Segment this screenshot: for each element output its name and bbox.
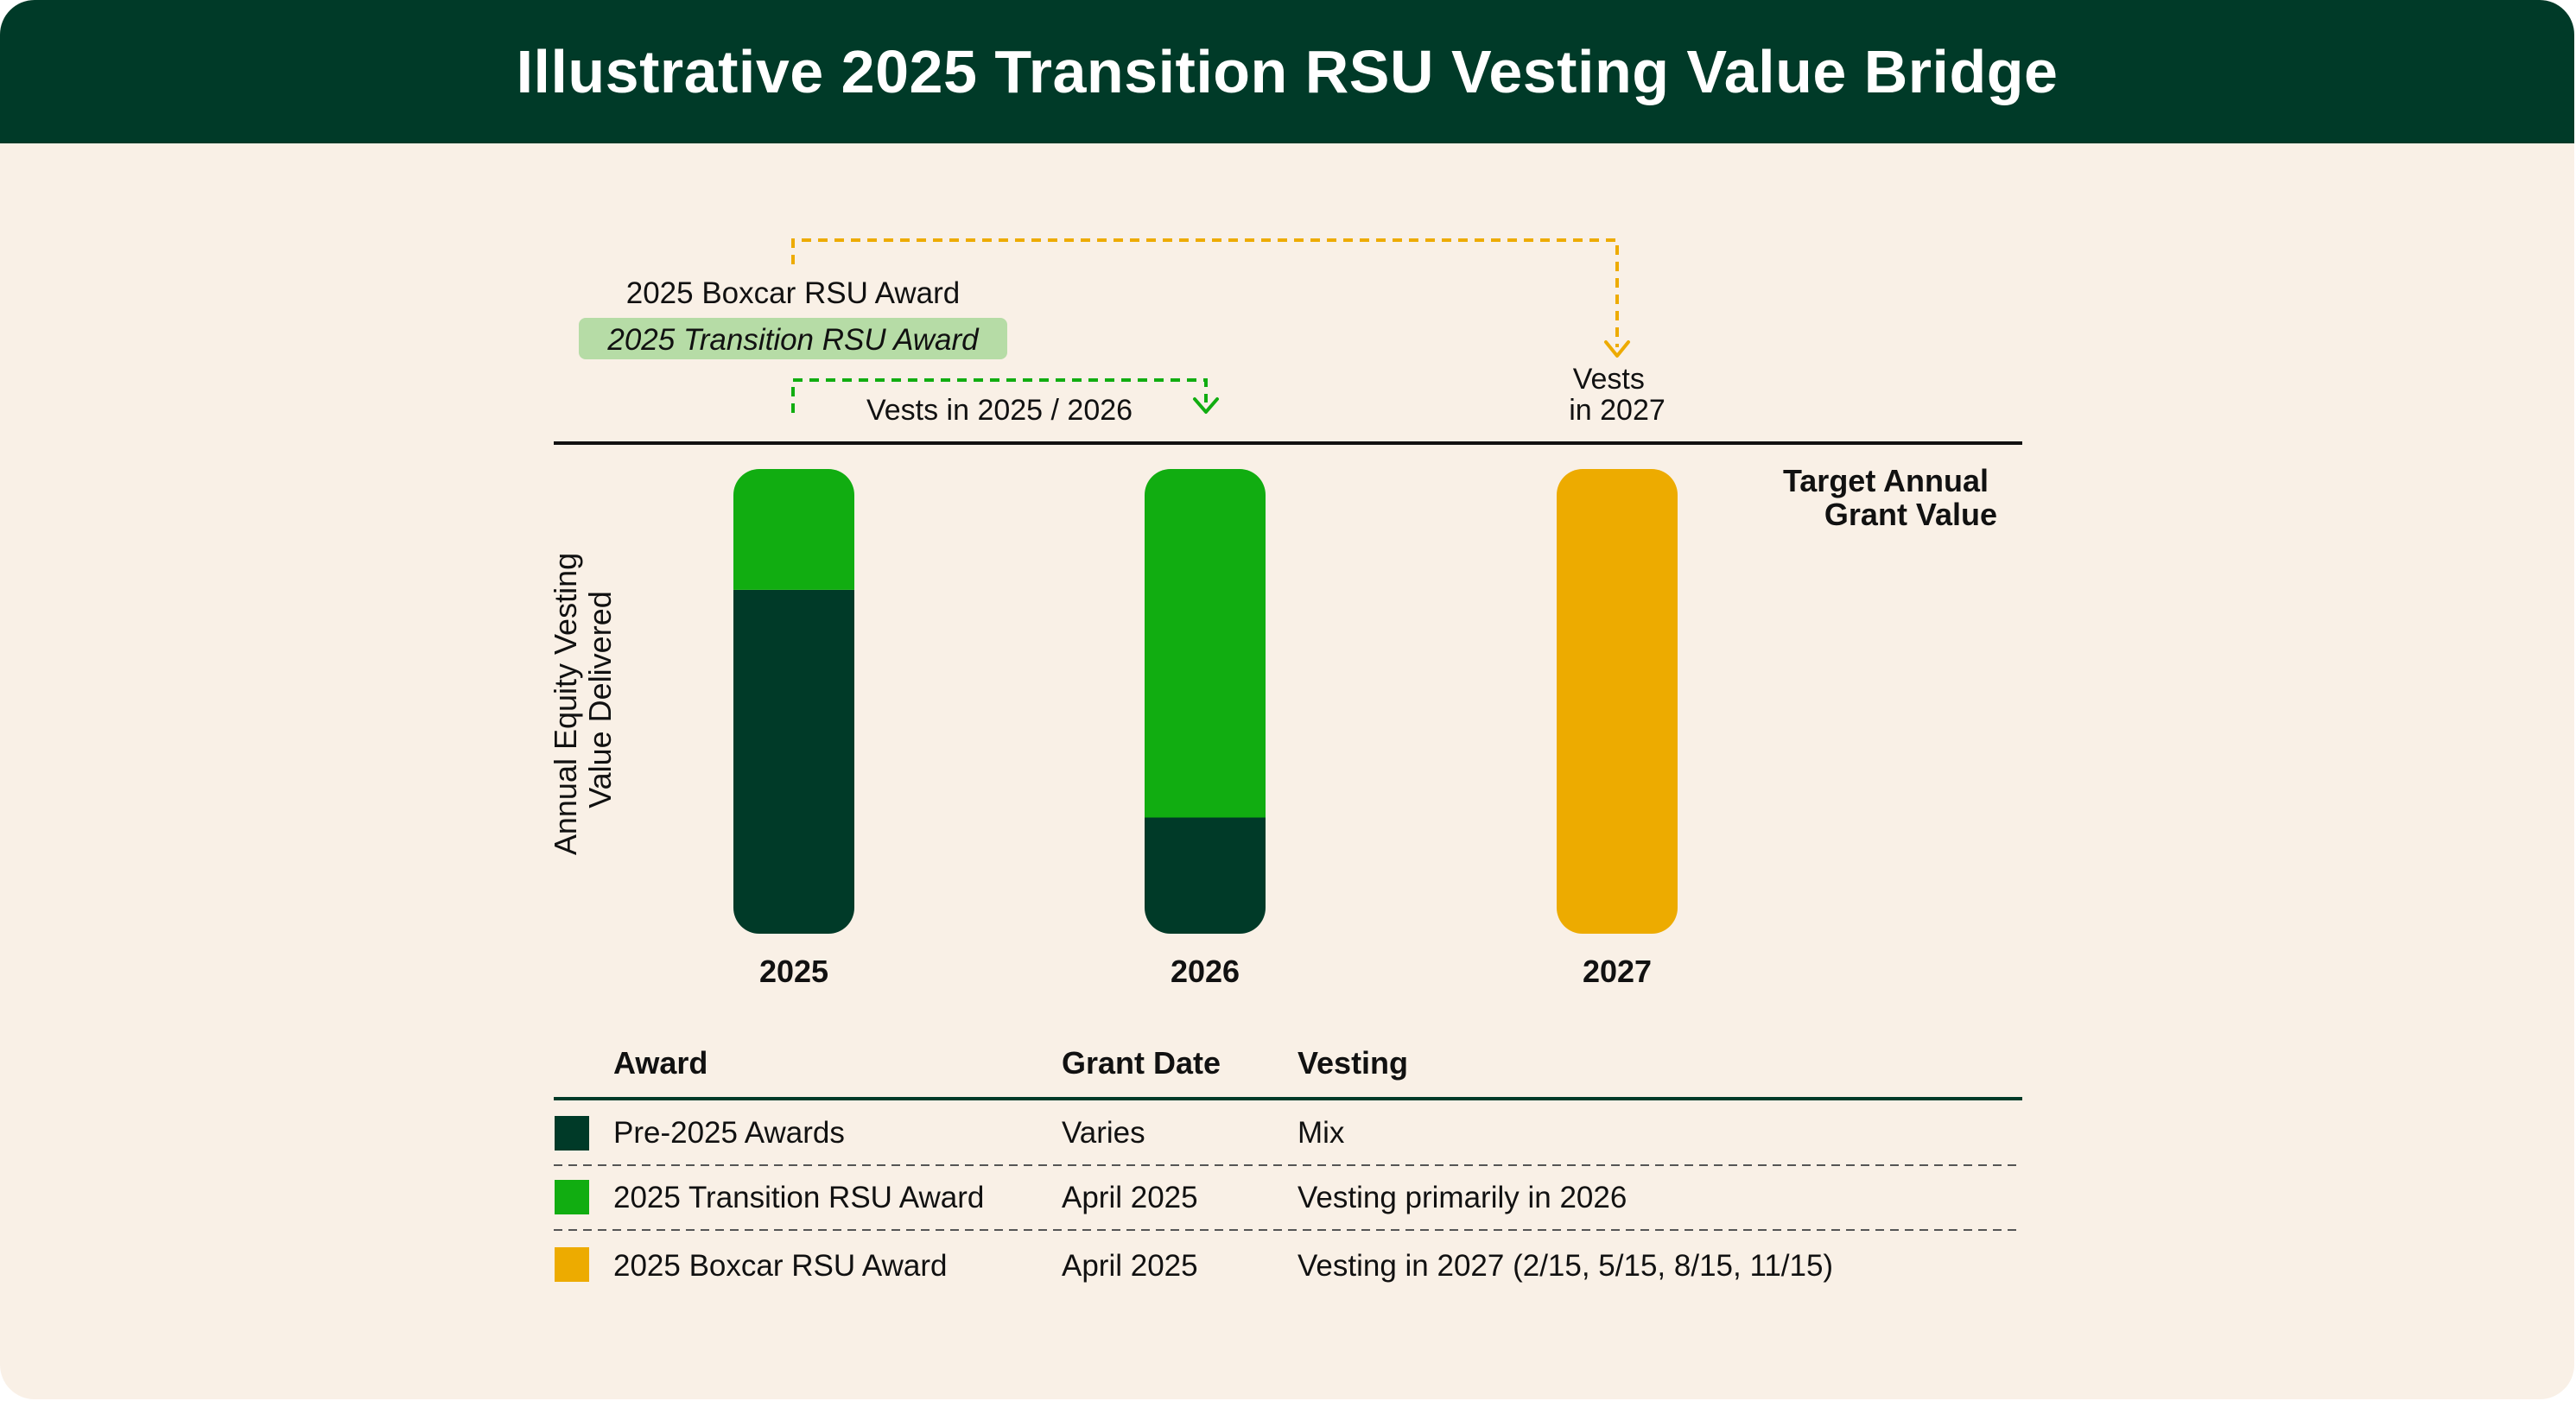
- transition-award-label: 2025 Transition RSU Award: [606, 323, 980, 357]
- transition-vest-label: Vests in 2025 / 2026: [866, 394, 1133, 427]
- table-header-vesting: Vesting: [1298, 1045, 1408, 1081]
- transition-award-highlight: [579, 318, 1007, 359]
- table-cell-award: Pre-2025 Awards: [613, 1116, 845, 1150]
- x-tick-label-2027: 2027: [1583, 954, 1652, 989]
- x-tick-label-2026: 2026: [1171, 954, 1240, 989]
- bar-2026-2025-transition-rsu-award: [1145, 469, 1266, 818]
- x-axis-labels: 2025 2026 2027: [759, 954, 1652, 989]
- table-cell-award: 2025 Transition RSU Award: [613, 1181, 984, 1214]
- header-bar: Illustrative 2025 Transition RSU Vesting…: [0, 0, 2574, 143]
- table-row-swatch: [555, 1180, 589, 1214]
- table-cell-grant-date: Varies: [1062, 1116, 1145, 1150]
- target-label-line-2: Grant Value: [1824, 497, 1997, 532]
- table-header-grant-date: Grant Date: [1062, 1045, 1221, 1081]
- bar-2027-2025-boxcar-rsu-award: [1557, 469, 1678, 934]
- y-axis-label-line-2: Value Delivered: [582, 591, 618, 808]
- page-title: Illustrative 2025 Transition RSU Vesting…: [516, 38, 2059, 105]
- x-tick-label-2025: 2025: [759, 954, 828, 989]
- table-cell-award: 2025 Boxcar RSU Award: [613, 1249, 948, 1283]
- table-row-swatch: [555, 1247, 589, 1282]
- table-cell-vesting: Vesting in 2027 (2/15, 5/15, 8/15, 11/15…: [1298, 1249, 1833, 1283]
- boxcar-connector-line: [791, 238, 1619, 347]
- boxcar-vest-label: Vests in 2027: [1569, 363, 1666, 427]
- table-cell-vesting: Vesting primarily in 2026: [1298, 1181, 1627, 1214]
- table-row-swatch: [555, 1116, 589, 1151]
- bar-2025-2025-transition-rsu-award: [733, 469, 854, 590]
- table-header-award: Award: [613, 1045, 707, 1081]
- table-cell-vesting: Mix: [1298, 1116, 1345, 1150]
- boxcar-connector-arrowhead: [1604, 340, 1630, 358]
- boxcar-vest-label-line-2: in 2027: [1569, 394, 1666, 427]
- target-label: Target Annual Grant Value: [1783, 463, 1997, 532]
- bar-stack-2027: [1557, 469, 1678, 934]
- legend-table: Award Grant Date Vesting Pre-2025 Awards…: [554, 1045, 2022, 1283]
- y-axis-label-line-1: Annual Equity Vesting: [548, 553, 583, 855]
- bars-group: [733, 469, 1678, 934]
- target-label-line-1: Target Annual: [1783, 463, 1989, 498]
- transition-connector-line: [791, 378, 1208, 413]
- boxcar-vest-label-line-1: Vests: [1573, 363, 1645, 396]
- transition-connector-arrowhead: [1193, 397, 1219, 414]
- bar-stack-2025: [733, 469, 854, 934]
- boxcar-award-label: 2025 Boxcar RSU Award: [626, 276, 961, 310]
- table-cell-grant-date: April 2025: [1062, 1249, 1198, 1283]
- bar-2026-pre-2025-awards: [1145, 817, 1266, 934]
- bar-stack-2026: [1145, 469, 1266, 934]
- bar-2025-pre-2025-awards: [733, 589, 854, 934]
- table-cell-grant-date: April 2025: [1062, 1181, 1198, 1214]
- y-axis-label: Annual Equity Vesting Value Delivered: [548, 544, 618, 855]
